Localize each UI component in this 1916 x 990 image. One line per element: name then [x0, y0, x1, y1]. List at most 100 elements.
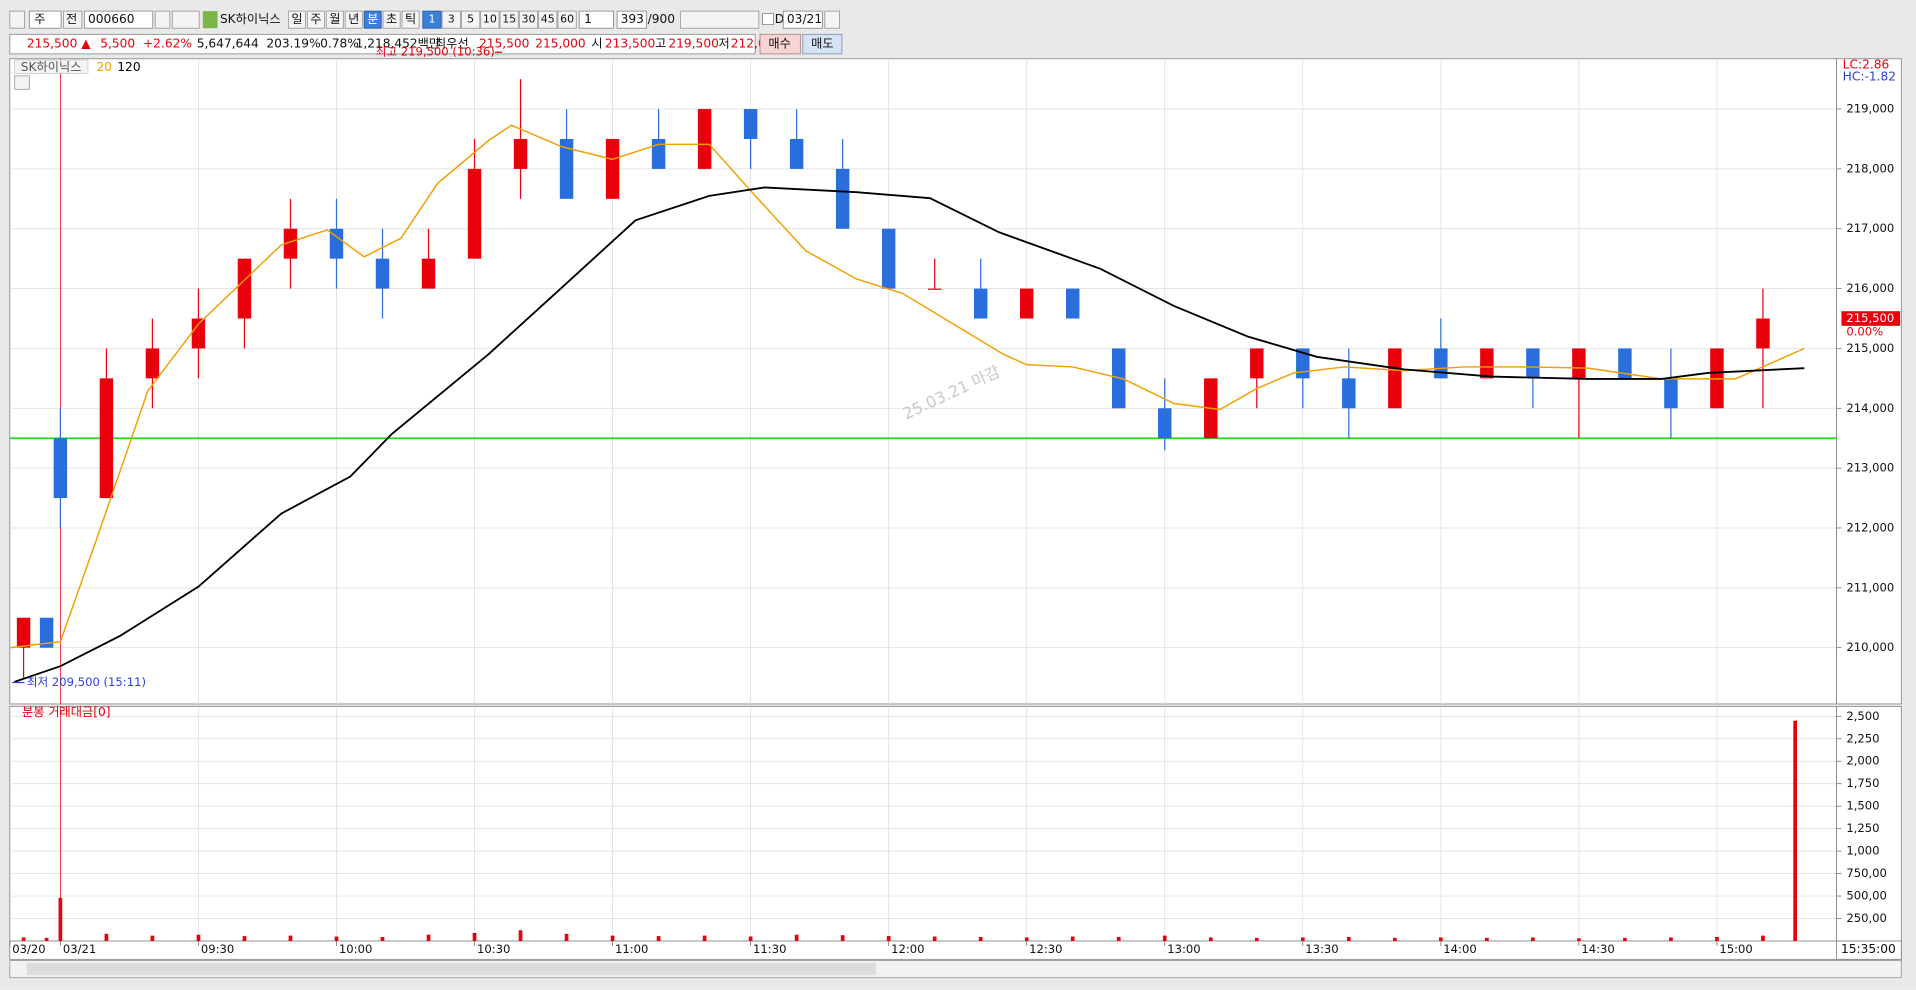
open-label: 시 — [591, 37, 602, 51]
interval-button[interactable] — [422, 10, 442, 29]
price-axis — [1836, 58, 1902, 705]
x-tick-label: 09:30 — [201, 942, 234, 956]
low-label: 저 — [719, 37, 730, 51]
period-button-label: 분 — [367, 12, 378, 26]
interval-button[interactable] — [518, 10, 539, 29]
x-tick-label: 11:30 — [753, 942, 786, 956]
candle-body — [53, 438, 68, 499]
scroll-thumb[interactable] — [26, 963, 877, 976]
volume-bar — [334, 936, 339, 942]
open: 213,500 — [605, 37, 655, 51]
x-tick-label: 14:30 — [1581, 942, 1614, 956]
y-tick-label: 1,250 — [1846, 821, 1879, 835]
table-icon[interactable] — [14, 75, 30, 90]
unit-input[interactable] — [578, 10, 614, 29]
interval-button[interactable] — [460, 10, 481, 29]
volume-bar — [150, 935, 155, 942]
interval-button[interactable] — [538, 10, 558, 29]
volume-bar — [472, 932, 477, 942]
quote-bar: 215,500 ▲ 5,500 +2.62% 5,647,644 203.19%… — [9, 33, 843, 55]
volume-bar — [196, 934, 201, 942]
volume-axis — [1836, 705, 1902, 942]
calendar-button[interactable] — [824, 10, 840, 29]
candle-body — [1066, 288, 1080, 319]
date-input[interactable] — [782, 10, 823, 29]
d-checkbox[interactable] — [762, 13, 774, 25]
code-input[interactable] — [83, 10, 154, 29]
y-tick-label: 213,000 — [1846, 461, 1894, 475]
period-button[interactable] — [363, 10, 382, 29]
x-tick-label: 10:00 — [339, 942, 372, 956]
count: 393 — [621, 12, 644, 26]
candle-body — [99, 378, 114, 499]
x-tick-label: 15:00 — [1719, 942, 1752, 956]
volume-bar — [242, 936, 247, 942]
candle-body — [1664, 378, 1678, 409]
interval-button[interactable] — [480, 10, 500, 29]
candle-body — [789, 138, 804, 169]
period-button[interactable] — [306, 10, 325, 29]
quote-box — [9, 33, 756, 55]
candle-body — [329, 228, 344, 259]
buy-button[interactable] — [759, 33, 801, 55]
price-tag — [1841, 311, 1901, 326]
volume-panel — [9, 705, 1838, 942]
volume-bar — [44, 937, 49, 942]
mode-button[interactable] — [63, 10, 83, 29]
volume-bar — [932, 936, 937, 942]
volume-bar — [380, 936, 385, 942]
interval-buttons: 1 3 5 10 15 30 45 60 — [422, 10, 577, 29]
candle-body — [16, 617, 31, 648]
candle-body — [513, 138, 528, 169]
y-tick-label: 210,000 — [1846, 640, 1894, 654]
best-label: 최우선 — [435, 37, 469, 51]
candle-body — [1618, 348, 1632, 379]
period-button[interactable] — [401, 10, 420, 29]
y-tick-label: 1,750 — [1846, 776, 1879, 790]
price-tag-rate: 0.00% — [1846, 324, 1883, 338]
period-button-label: 일 — [291, 12, 302, 26]
period-button[interactable] — [325, 10, 344, 29]
volume-bar — [748, 936, 753, 942]
candle-body — [1526, 348, 1540, 379]
candle-body — [1388, 348, 1402, 409]
period: 주 — [34, 12, 45, 26]
interval-button-label: 30 — [521, 13, 535, 26]
low-annotation: 최저 209,500 (15:11) — [27, 675, 146, 689]
high-annotation: 최고 219,500 (10:36) — [376, 45, 495, 59]
volume-bar — [1254, 937, 1259, 942]
x-tick-label: 13:00 — [1167, 942, 1200, 956]
interval-button[interactable] — [441, 10, 461, 29]
period-select[interactable] — [28, 10, 62, 29]
price-panel — [9, 58, 1838, 705]
period-button[interactable] — [287, 10, 306, 29]
x-tick-label: 12:00 — [891, 942, 924, 956]
y-tick-label: 218,000 — [1846, 161, 1894, 175]
icon-button[interactable] — [9, 10, 25, 29]
count-total: /900 — [648, 12, 675, 26]
y-tick-label: 750,00 — [1846, 866, 1887, 880]
period-button[interactable] — [344, 10, 363, 29]
period-button-label: 월 — [329, 12, 340, 26]
period-button[interactable] — [382, 10, 401, 29]
candle-body — [421, 258, 436, 289]
tool-icons[interactable] — [680, 10, 760, 29]
interval-button[interactable] — [499, 10, 519, 29]
x-tick-label: 03/21 — [63, 942, 96, 956]
ma-line — [14, 186, 1805, 683]
count-input[interactable] — [616, 10, 647, 29]
date: 03/21 — [787, 12, 822, 26]
sell-button[interactable] — [802, 33, 843, 55]
candle-body — [697, 109, 712, 169]
high: 219,500 — [668, 37, 718, 51]
period-button-label: 틱 — [405, 12, 416, 26]
search-button[interactable] — [154, 10, 171, 29]
interval-button[interactable] — [557, 10, 577, 29]
volume-bar — [794, 934, 799, 942]
x-tick-label: 10:30 — [477, 942, 510, 956]
ask: 215,500 — [479, 37, 529, 51]
sound-button[interactable] — [171, 10, 200, 29]
change: 5,500 — [100, 37, 135, 51]
